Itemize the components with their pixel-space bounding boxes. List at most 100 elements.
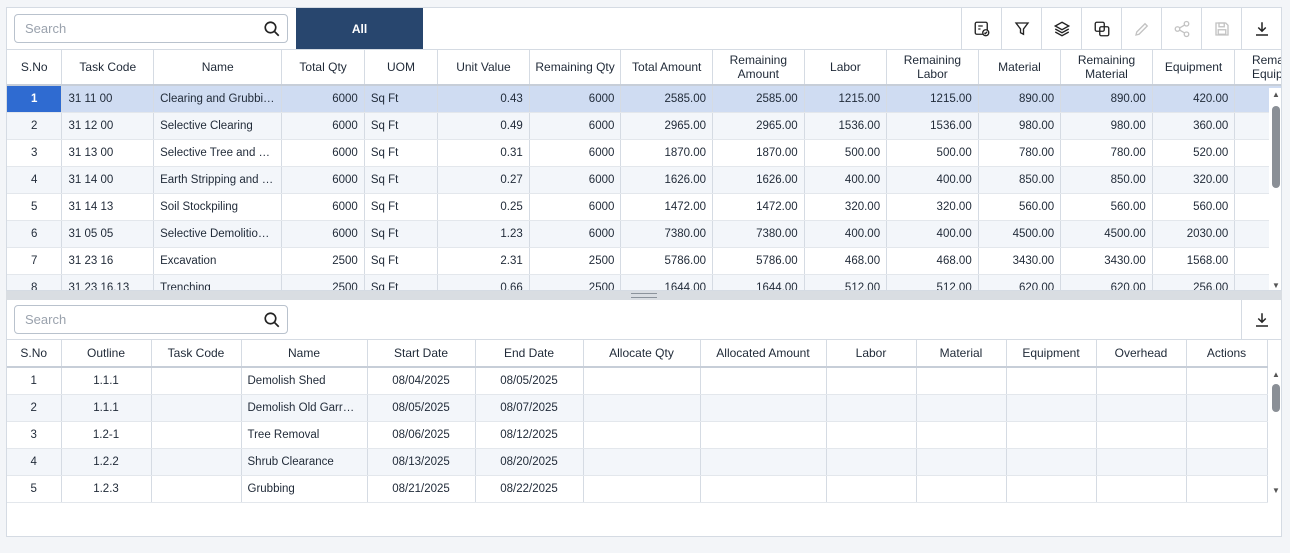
table-cell: 850.00	[1060, 166, 1153, 194]
column-header[interactable]: Unit Value	[437, 50, 530, 86]
table-cell: 6000	[281, 85, 365, 113]
bottom-search-input[interactable]	[15, 306, 257, 333]
scroll-down-icon[interactable]: ▼	[1272, 280, 1280, 290]
filter-button[interactable]	[1001, 8, 1041, 49]
table-cell: 5786.00	[712, 247, 805, 275]
column-header[interactable]: Name	[241, 340, 368, 368]
column-header[interactable]: Remaining Qty	[529, 50, 622, 86]
table-cell: 4500.00	[1060, 220, 1153, 248]
column-header[interactable]: Material	[978, 50, 1062, 86]
table-row[interactable]: 3 31 13 00 Selective Tree and Shr… 6000 Sq F…	[7, 139, 1281, 167]
layers-button[interactable]	[1041, 8, 1081, 49]
column-header[interactable]: S.No	[7, 340, 62, 368]
table-cell	[1186, 367, 1268, 395]
table-cell: 6	[7, 220, 63, 248]
table-row[interactable]: 1 1.1.1 Demolish Shed 08/04/2025 08/05/2025	[7, 367, 1268, 395]
table-cell: 2965.00	[712, 112, 805, 140]
column-header[interactable]: Allocated Amount	[700, 340, 827, 368]
table-row[interactable]: 5 31 14 13 Soil Stockpiling 6000 Sq Ft 0.25 60…	[7, 193, 1281, 221]
table-row[interactable]: 2 31 12 00 Selective Clearing 6000 Sq Ft 0.49…	[7, 112, 1281, 140]
table-cell	[1186, 421, 1268, 449]
table-row[interactable]: 8 31 23 16.13 Trenching 2500 Sq Ft 0.66 2500 16…	[7, 274, 1281, 290]
edit-button[interactable]	[1121, 8, 1161, 49]
calculator-check-button[interactable]	[961, 8, 1001, 49]
column-header[interactable]: Total Qty	[281, 50, 365, 86]
splitter-grip-icon[interactable]	[631, 293, 657, 298]
table-row[interactable]: 3 1.2-1 Tree Removal 08/06/2025 08/12/2025	[7, 421, 1268, 449]
column-header[interactable]: Equipment	[1006, 340, 1097, 368]
bottom-vertical-scrollbar[interactable]: ▲ ▼	[1269, 368, 1281, 496]
column-header[interactable]: Labor	[826, 340, 917, 368]
save-button[interactable]	[1201, 8, 1241, 49]
table-cell: 31 14 00	[61, 166, 155, 194]
table-row[interactable]: 6 31 05 05 Selective Demolition f… 6000 Sq F…	[7, 220, 1281, 248]
column-header[interactable]: Labor	[804, 50, 888, 86]
table-row[interactable]: 4 1.2.2 Shrub Clearance 08/13/2025 08/20/202…	[7, 448, 1268, 476]
top-search-box	[14, 14, 288, 43]
table-cell: 3	[7, 139, 63, 167]
download-button[interactable]	[1241, 300, 1281, 339]
table-cell: Sq Ft	[364, 274, 439, 290]
column-header[interactable]: Remaining Amount	[712, 50, 805, 86]
table-cell: 560.00	[1152, 193, 1236, 221]
table-row[interactable]: 5 1.2.3 Grubbing 08/21/2025 08/22/2025	[7, 475, 1268, 503]
search-icon[interactable]	[257, 306, 287, 333]
search-icon[interactable]	[257, 15, 287, 42]
column-header[interactable]: Remaining Material	[1060, 50, 1153, 86]
table-cell: 1536.00	[804, 112, 888, 140]
table-cell	[826, 475, 917, 503]
table-cell: 4	[7, 448, 62, 476]
top-search-input[interactable]	[15, 15, 257, 42]
table-cell: 1.2.2	[61, 448, 152, 476]
table-cell: Sq Ft	[364, 112, 439, 140]
table-cell: 1626.00	[620, 166, 714, 194]
table-cell: 2500	[281, 274, 365, 290]
table-cell: 468.00	[886, 247, 979, 275]
column-header[interactable]: Equipment	[1152, 50, 1236, 86]
table-row[interactable]: 1 31 11 00 Clearing and Grubbing 6000 Sq Ft 0…	[7, 85, 1281, 113]
scroll-up-icon[interactable]: ▲	[1272, 89, 1280, 99]
table-row[interactable]: 4 31 14 00 Earth Stripping and St… 6000 Sq F…	[7, 166, 1281, 194]
tab-all[interactable]: All	[296, 8, 423, 49]
table-cell: 512.00	[804, 274, 888, 290]
column-header[interactable]: Remaining Equipment	[1234, 50, 1281, 86]
table-row[interactable]: 7 31 23 16 Excavation 2500 Sq Ft 2.31 2500 5786…	[7, 247, 1281, 275]
column-header[interactable]: S.No	[7, 50, 63, 86]
table-cell: 500.00	[886, 139, 979, 167]
column-header[interactable]: Total Amount	[620, 50, 714, 86]
column-header[interactable]: Outline	[61, 340, 152, 368]
column-header[interactable]: Name	[153, 50, 283, 86]
table-cell: 1644.00	[712, 274, 805, 290]
column-header[interactable]: Material	[916, 340, 1007, 368]
bottom-toolbar	[7, 300, 1281, 340]
download-button[interactable]	[1241, 8, 1281, 49]
panel-splitter[interactable]	[6, 291, 1282, 300]
table-cell: 400.00	[886, 220, 979, 248]
column-header[interactable]: Start Date	[367, 340, 476, 368]
save-icon	[1214, 21, 1229, 36]
copy-button[interactable]	[1081, 8, 1121, 49]
scroll-thumb[interactable]	[1272, 384, 1280, 412]
scroll-thumb[interactable]	[1272, 106, 1280, 188]
column-header[interactable]: UOM	[364, 50, 439, 86]
table-cell: Sq Ft	[364, 220, 439, 248]
table-cell	[1006, 475, 1097, 503]
top-vertical-scrollbar[interactable]: ▲ ▼	[1269, 88, 1281, 290]
table-cell: 31 13 00	[61, 139, 155, 167]
column-header[interactable]: Overhead	[1096, 340, 1187, 368]
column-header[interactable]: Task Code	[151, 340, 242, 368]
column-header[interactable]: Allocate Qty	[583, 340, 701, 368]
table-cell: 6000	[529, 193, 622, 221]
table-row[interactable]: 2 1.1.1 Demolish Old Garrage 08/05/2025 08/0…	[7, 394, 1268, 422]
column-header[interactable]: Task Code	[61, 50, 155, 86]
edit-icon	[1134, 22, 1148, 36]
column-header[interactable]: Actions	[1186, 340, 1268, 368]
table-cell: 320.00	[804, 193, 888, 221]
table-cell: 890.00	[978, 85, 1062, 113]
table-cell	[700, 367, 827, 395]
scroll-up-icon[interactable]: ▲	[1272, 369, 1280, 379]
column-header[interactable]: Remaining Labor	[886, 50, 979, 86]
share-button[interactable]	[1161, 8, 1201, 49]
scroll-down-icon[interactable]: ▼	[1272, 485, 1280, 495]
column-header[interactable]: End Date	[475, 340, 584, 368]
